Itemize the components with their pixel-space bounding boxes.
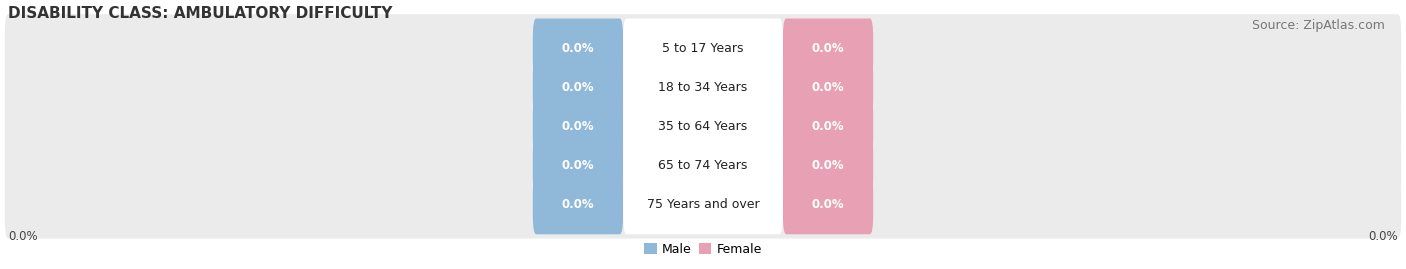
FancyBboxPatch shape bbox=[783, 19, 873, 78]
Text: 18 to 34 Years: 18 to 34 Years bbox=[658, 81, 748, 94]
Text: 75 Years and over: 75 Years and over bbox=[647, 198, 759, 211]
Text: 0.0%: 0.0% bbox=[561, 42, 595, 55]
FancyBboxPatch shape bbox=[4, 14, 1402, 82]
FancyBboxPatch shape bbox=[623, 19, 783, 78]
Text: 0.0%: 0.0% bbox=[811, 42, 845, 55]
Text: 0.0%: 0.0% bbox=[561, 81, 595, 94]
FancyBboxPatch shape bbox=[783, 136, 873, 195]
FancyBboxPatch shape bbox=[783, 175, 873, 234]
FancyBboxPatch shape bbox=[4, 171, 1402, 239]
Text: 0.0%: 0.0% bbox=[561, 120, 595, 133]
Text: 65 to 74 Years: 65 to 74 Years bbox=[658, 159, 748, 172]
FancyBboxPatch shape bbox=[623, 136, 783, 195]
Legend: Male, Female: Male, Female bbox=[640, 238, 766, 261]
FancyBboxPatch shape bbox=[783, 97, 873, 156]
Text: 0.0%: 0.0% bbox=[561, 159, 595, 172]
FancyBboxPatch shape bbox=[533, 58, 623, 117]
Text: 0.0%: 0.0% bbox=[811, 120, 845, 133]
FancyBboxPatch shape bbox=[4, 53, 1402, 121]
Text: 0.0%: 0.0% bbox=[811, 198, 845, 211]
FancyBboxPatch shape bbox=[623, 175, 783, 234]
FancyBboxPatch shape bbox=[4, 92, 1402, 160]
FancyBboxPatch shape bbox=[533, 175, 623, 234]
Text: DISABILITY CLASS: AMBULATORY DIFFICULTY: DISABILITY CLASS: AMBULATORY DIFFICULTY bbox=[8, 6, 392, 20]
Text: 5 to 17 Years: 5 to 17 Years bbox=[662, 42, 744, 55]
Text: 0.0%: 0.0% bbox=[811, 81, 845, 94]
Text: 0.0%: 0.0% bbox=[811, 159, 845, 172]
FancyBboxPatch shape bbox=[533, 97, 623, 156]
FancyBboxPatch shape bbox=[783, 58, 873, 117]
FancyBboxPatch shape bbox=[533, 136, 623, 195]
Text: 35 to 64 Years: 35 to 64 Years bbox=[658, 120, 748, 133]
FancyBboxPatch shape bbox=[533, 19, 623, 78]
Text: Source: ZipAtlas.com: Source: ZipAtlas.com bbox=[1251, 19, 1385, 32]
FancyBboxPatch shape bbox=[623, 58, 783, 117]
FancyBboxPatch shape bbox=[4, 132, 1402, 200]
Text: 0.0%: 0.0% bbox=[8, 230, 38, 243]
Text: 0.0%: 0.0% bbox=[561, 198, 595, 211]
FancyBboxPatch shape bbox=[623, 97, 783, 156]
Text: 0.0%: 0.0% bbox=[1368, 230, 1398, 243]
